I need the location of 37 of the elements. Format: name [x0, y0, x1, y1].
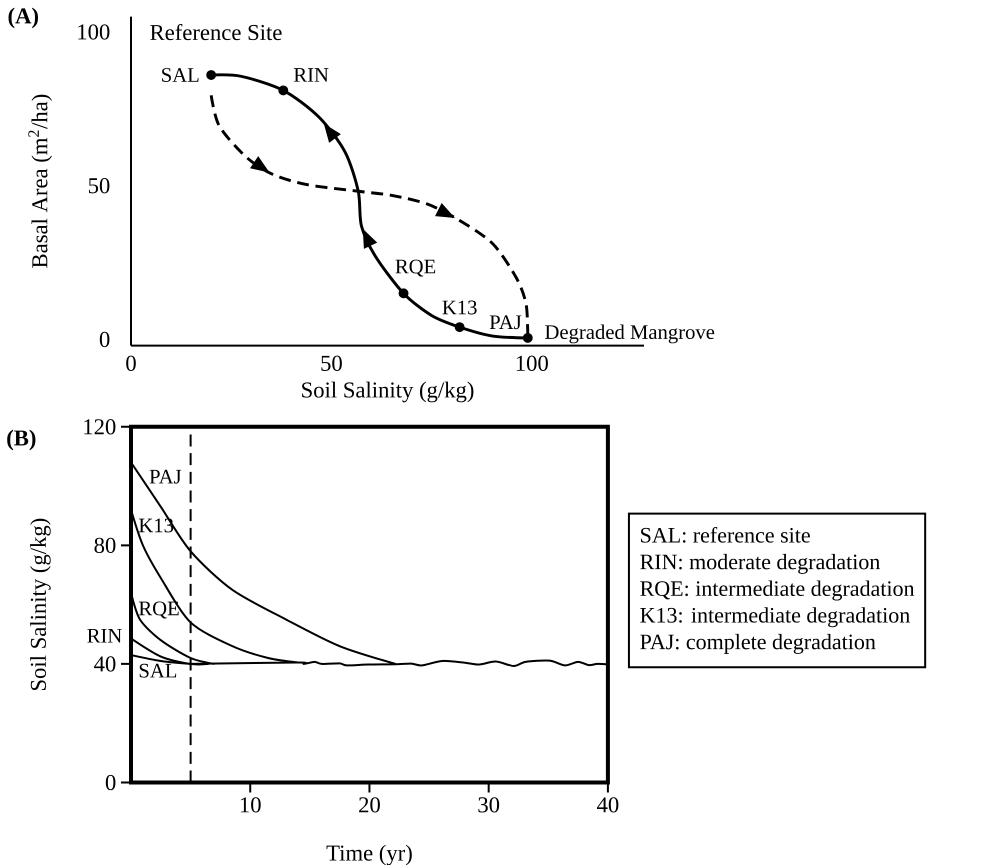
annotation: Degraded Mangrove	[545, 324, 714, 344]
x-tick-label: 10	[240, 797, 261, 813]
annotation: K13	[442, 300, 477, 314]
series-label: RQE	[138, 602, 179, 619]
series-label: PAJ	[150, 470, 182, 484]
text: RIN: moderate degradation	[640, 554, 880, 574]
y-axis-title: Soil Salinity (g/kg)	[30, 518, 51, 690]
x-tick-label: 30	[478, 797, 500, 813]
x-axis-title: Soil Salinity (g/kg)	[302, 382, 474, 402]
y-tick-label: 50	[88, 178, 110, 194]
text: K13: intermediate degradation	[640, 607, 910, 628]
annotation: RQE	[395, 260, 436, 277]
y-axis-title: Basal Area (m$^{2}$/ha)	[28, 94, 52, 268]
series-label: K13	[138, 518, 174, 532]
x-axis-title: Time (yr)	[326, 844, 412, 865]
x-tick-label: 50	[321, 356, 342, 371]
text: SAL: reference site	[641, 526, 810, 543]
x-tick-label: 40	[597, 797, 618, 813]
annotation: Reference Site	[150, 24, 282, 40]
text: (B)	[7, 430, 36, 450]
y-tick-label: 0	[100, 332, 110, 348]
y-tick-label: 0	[106, 774, 116, 790]
text: PAJ: complete degradation	[640, 634, 876, 654]
y-tick-label: 80	[94, 538, 116, 554]
legend-label: SAL	[140, 664, 176, 678]
y-tick-label: 40	[94, 656, 116, 672]
y-tick-label: 120	[84, 419, 116, 434]
annotation: SAL	[162, 68, 199, 82]
text: (A)	[8, 8, 38, 28]
x-tick-label: 100	[516, 356, 548, 371]
x-tick-label: 20	[359, 797, 380, 813]
y-tick-label: 100	[78, 24, 110, 40]
annotation: PAJ	[490, 315, 522, 330]
series-label: RIN	[87, 629, 122, 643]
annotation: RIN	[294, 68, 328, 82]
x-tick-label: 0	[126, 356, 136, 371]
text: RQE: intermediate degradation	[640, 580, 914, 601]
